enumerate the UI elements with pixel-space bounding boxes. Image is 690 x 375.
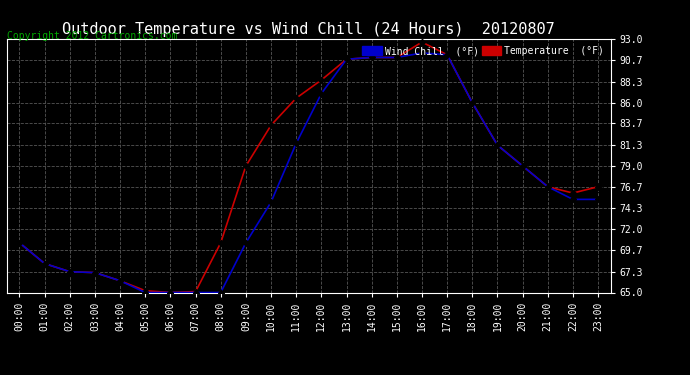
Title: Outdoor Temperature vs Wind Chill (24 Hours)  20120807: Outdoor Temperature vs Wind Chill (24 Ho… xyxy=(62,22,555,37)
Legend: Wind Chill  (°F), Temperature  (°F): Wind Chill (°F), Temperature (°F) xyxy=(360,44,606,58)
Text: Copyright 2012 Cartronics.com: Copyright 2012 Cartronics.com xyxy=(7,32,177,41)
